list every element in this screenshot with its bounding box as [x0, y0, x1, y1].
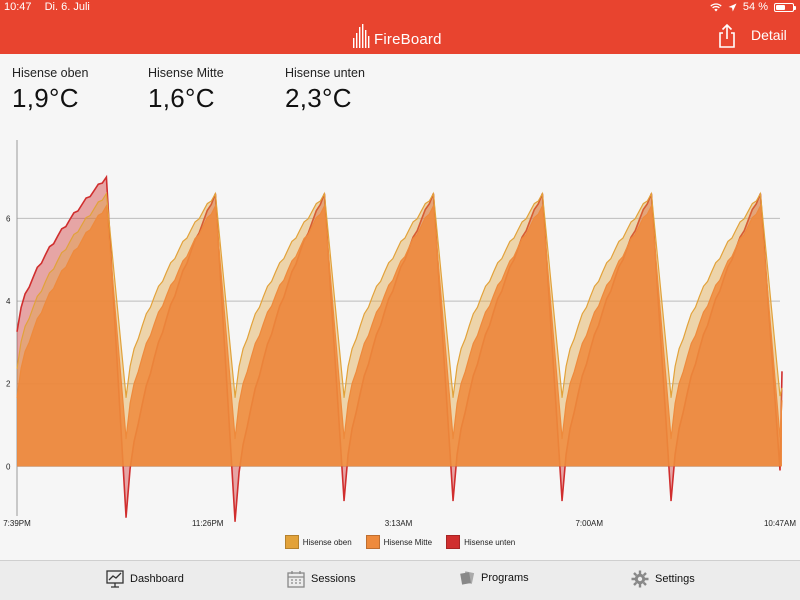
tab-label: Programs: [481, 572, 529, 584]
probe-readouts: Hisense oben 1,9°C Hisense Mitte 1,6°C H…: [0, 54, 800, 124]
legend-label: Hisense unten: [464, 537, 516, 547]
battery-level: [776, 4, 786, 10]
legend-label: Hisense oben: [302, 537, 352, 547]
tab-label: Settings: [655, 573, 695, 585]
probe-oben[interactable]: Hisense oben 1,9°C: [12, 66, 88, 114]
x-tick-label: 10:47AM: [764, 519, 796, 528]
probe-name: Hisense unten: [285, 66, 365, 80]
share-icon[interactable]: [716, 24, 738, 48]
tab-label: Sessions: [311, 573, 356, 585]
location-icon: [728, 3, 737, 11]
nav-bar: FireBoard Detail: [0, 16, 800, 54]
fireboard-logo: FireBoard: [352, 22, 442, 48]
y-tick-label: 2: [6, 380, 11, 389]
programs-icon: [460, 571, 475, 585]
probe-mitte[interactable]: Hisense Mitte 1,6°C: [148, 66, 224, 114]
legend-item-unten[interactable]: Hisense unten: [446, 535, 515, 549]
chart-legend: Hisense oben Hisense Mitte Hisense unten: [0, 535, 800, 549]
x-tick-label: 7:00AM: [575, 519, 603, 528]
legend-label: Hisense Mitte: [383, 537, 433, 547]
status-date: Di. 6. Juli: [44, 1, 90, 13]
legend-item-mitte[interactable]: Hisense Mitte: [365, 535, 433, 549]
probe-temp: 2,3°C: [285, 83, 352, 113]
probe-name: Hisense Mitte: [148, 66, 224, 80]
logo-flame-icon: [353, 24, 370, 48]
series-line-hisense-oben: [16, 191, 783, 398]
y-tick-label: 0: [6, 462, 11, 471]
x-tick-label: 7:39PM: [3, 519, 31, 528]
series-area-hisense-mitte: [17, 206, 782, 467]
series-line-hisense-mitte: [16, 203, 783, 440]
temperature-chart[interactable]: 0 2 4 6 7:39PM 11:26PM 3:13AM 7:00AM 10:47AM His…: [0, 124, 800, 560]
tab-label: Dashboard: [130, 573, 184, 585]
probe-unten[interactable]: Hisense unten 2,3°C: [285, 66, 365, 114]
chart-svg: 0 2 4 6 7:39PM 11:26PM 3:13AM 7:00AM 10:47AM: [3, 140, 796, 528]
legend-swatch: [365, 535, 380, 549]
tab-programs[interactable]: Programs: [459, 570, 529, 586]
calendar-icon: [287, 571, 305, 588]
gear-icon: [631, 570, 649, 588]
dashboard-icon: [106, 570, 124, 588]
battery-percent: 54 %: [742, 1, 768, 13]
logo-text: FireBoard: [374, 31, 442, 48]
y-tick-label: 6: [6, 214, 11, 223]
probe-temp: 1,6°C: [148, 83, 215, 113]
detail-button[interactable]: Detail: [751, 27, 787, 43]
probe-temp: 1,9°C: [12, 83, 79, 113]
x-tick-label: 3:13AM: [385, 519, 413, 528]
y-tick-label: 4: [6, 297, 11, 306]
wifi-icon: [710, 2, 722, 11]
battery-icon: [774, 2, 796, 12]
legend-swatch: [446, 535, 461, 549]
tab-dashboard[interactable]: Dashboard: [106, 570, 184, 588]
legend-item-oben[interactable]: Hisense oben: [284, 535, 352, 549]
x-tick-label: 11:26PM: [192, 519, 224, 528]
probe-name: Hisense oben: [12, 66, 89, 80]
tab-settings[interactable]: Settings: [631, 570, 695, 588]
status-bar: 10:47 Di. 6. Juli 54 %: [0, 0, 800, 16]
status-time: 10:47: [4, 1, 32, 13]
tab-bar: Dashboard Sessions Programs Settings: [0, 560, 800, 600]
legend-swatch: [284, 535, 299, 549]
tab-sessions[interactable]: Sessions: [287, 570, 356, 588]
